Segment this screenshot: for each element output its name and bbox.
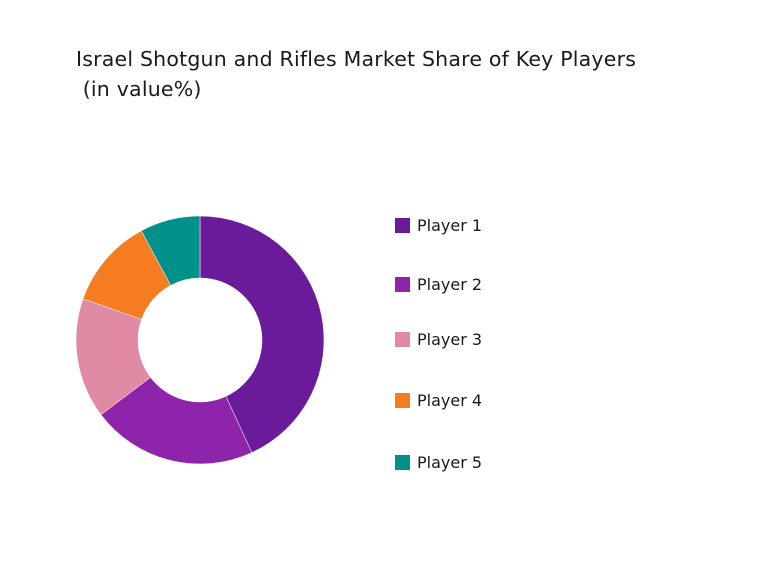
legend-item-player-3: Player 3 (395, 328, 482, 350)
legend-label-player-5: Player 5 (417, 452, 483, 472)
chart-title: Israel Shotgun and Rifles Market Share o… (76, 44, 636, 104)
legend-swatch-player-1 (395, 217, 410, 233)
legend-label-player-2: Player 2 (417, 274, 483, 294)
donut-chart (75, 215, 325, 465)
legend-label-player-3: Player 3 (417, 329, 483, 349)
legend-item-player-5: Player 5 (395, 451, 482, 473)
legend-swatch-player-4 (395, 392, 410, 408)
legend-swatch-player-5 (395, 454, 410, 470)
legend-swatch-player-3 (395, 331, 410, 347)
legend-item-player-4: Player 4 (395, 389, 482, 411)
legend-item-player-2: Player 2 (395, 273, 482, 295)
chart-legend: Player 1 Player 2 Player 3 Player 4 Play… (395, 0, 595, 574)
legend-label-player-1: Player 1 (417, 215, 483, 235)
legend-swatch-player-2 (395, 276, 410, 292)
donut-slice-player-5 (140, 215, 201, 286)
donut-slice-player-2 (100, 377, 253, 465)
chart-title-line-1: Israel Shotgun and Rifles Market Share o… (76, 47, 637, 71)
chart-title-line-2: (in value%) (76, 77, 202, 101)
legend-label-player-4: Player 4 (417, 390, 483, 410)
legend-item-player-1: Player 1 (395, 214, 482, 236)
donut-slice-player-1 (199, 215, 325, 453)
